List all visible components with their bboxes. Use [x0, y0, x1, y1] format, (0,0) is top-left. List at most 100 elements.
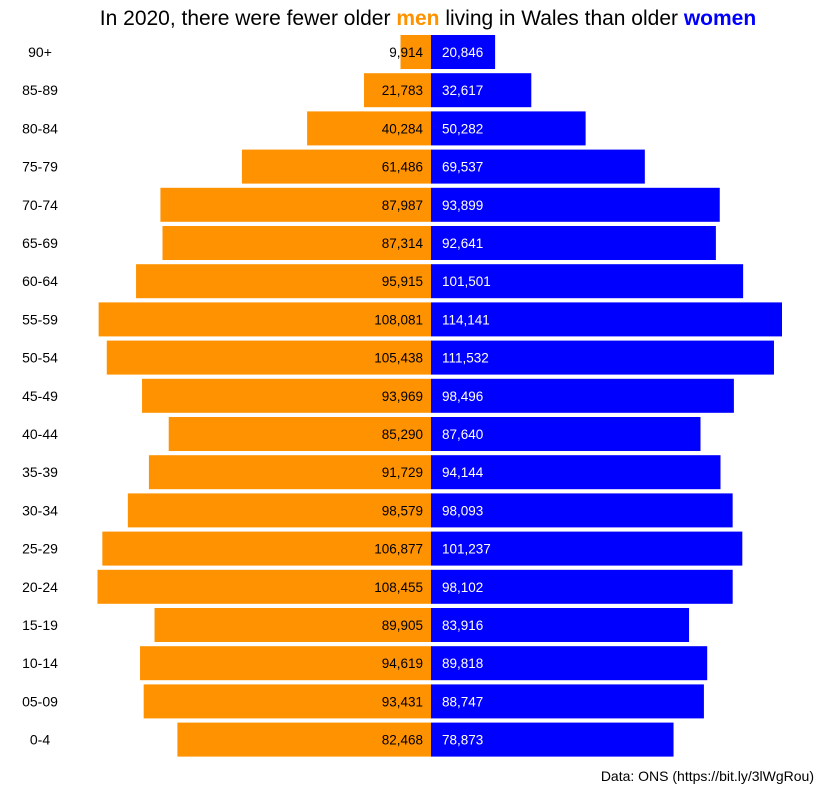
age-group-label: 65-69 [22, 235, 58, 251]
women-bar [431, 531, 743, 566]
men-value-label: 9,914 [389, 45, 423, 60]
age-group-label: 45-49 [22, 388, 58, 404]
women-value-label: 69,537 [442, 160, 483, 175]
men-value-label: 89,905 [382, 618, 423, 633]
women-value-label: 78,873 [442, 733, 483, 748]
men-bar [142, 378, 431, 413]
women-value-label: 114,141 [442, 312, 490, 327]
men-bar [168, 417, 431, 451]
women-bar [431, 149, 645, 184]
age-group-label: 90+ [28, 44, 52, 60]
chart-title-men-word: men [396, 7, 439, 30]
men-bar [162, 226, 431, 260]
women-value-label: 98,102 [442, 580, 483, 595]
men-value-label: 93,431 [382, 694, 423, 709]
women-bar [431, 378, 734, 413]
age-group-label: 20-24 [22, 579, 58, 595]
men-bar [154, 608, 432, 642]
chart-caption: Data: ONS (https://bit.ly/3lWgRou) [601, 768, 814, 784]
age-group-label: 05-09 [22, 693, 58, 709]
women-bar [431, 302, 782, 337]
men-value-label: 82,468 [382, 733, 423, 748]
men-bar [143, 684, 432, 719]
women-value-label: 89,818 [442, 656, 483, 671]
age-group-label: 30-34 [22, 502, 58, 518]
men-bar [364, 73, 431, 108]
age-group-label: 35-39 [22, 464, 58, 480]
women-value-label: 101,501 [442, 274, 491, 289]
women-value-label: 50,282 [442, 121, 483, 136]
women-bar [431, 226, 716, 260]
women-bar [431, 569, 733, 604]
women-value-label: 94,144 [442, 465, 484, 480]
women-bar [431, 455, 721, 490]
men-value-label: 91,729 [382, 465, 423, 480]
women-bar [431, 646, 708, 681]
age-group-label: 55-59 [22, 311, 58, 327]
men-value-label: 95,915 [382, 274, 423, 289]
men-bar [160, 187, 431, 222]
age-group-label: 10-14 [22, 655, 58, 671]
age-group-label: 80-84 [22, 120, 58, 136]
men-bar [241, 149, 431, 184]
women-value-label: 98,093 [442, 503, 483, 518]
age-group-label: 15-19 [22, 617, 58, 633]
men-bar [106, 340, 432, 375]
men-bar [97, 569, 432, 604]
men-value-label: 21,783 [382, 83, 423, 98]
men-value-label: 108,455 [374, 580, 423, 595]
age-group-label: 85-89 [22, 82, 58, 98]
women-bar [431, 187, 720, 222]
women-value-label: 32,617 [442, 83, 483, 98]
men-value-label: 98,579 [382, 503, 423, 518]
women-bar [431, 417, 701, 451]
men-value-label: 106,877 [374, 542, 423, 557]
bars-group: 90+ 9,914 20,846 85-89 21,783 32,617 80-84 40,2… [22, 35, 782, 757]
women-value-label: 101,237 [442, 542, 491, 557]
age-group-label: 25-29 [22, 541, 58, 557]
women-bar [431, 608, 690, 642]
women-bar [431, 35, 496, 69]
men-bar [127, 493, 431, 528]
age-group-label: 60-64 [22, 273, 58, 289]
men-bar [400, 35, 431, 69]
men-value-label: 87,314 [382, 236, 424, 251]
age-group-label: 50-54 [22, 350, 58, 366]
women-value-label: 88,747 [442, 694, 483, 709]
women-value-label: 83,916 [442, 618, 483, 633]
women-value-label: 111,532 [442, 351, 489, 366]
men-bar [102, 531, 432, 566]
age-group-label: 75-79 [22, 159, 58, 175]
women-value-label: 93,899 [442, 198, 483, 213]
women-bar [431, 264, 744, 299]
men-value-label: 85,290 [382, 427, 423, 442]
men-value-label: 93,969 [382, 389, 423, 404]
men-value-label: 105,438 [374, 351, 423, 366]
men-bar [148, 455, 432, 490]
men-bar [177, 722, 431, 757]
age-group-label: 0-4 [30, 732, 50, 748]
men-value-label: 108,081 [374, 312, 423, 327]
men-bar [307, 111, 431, 146]
women-value-label: 20,846 [442, 45, 483, 60]
men-bar [140, 646, 431, 681]
women-bar [431, 111, 586, 146]
men-value-label: 87,987 [382, 198, 423, 213]
men-value-label: 94,619 [382, 656, 423, 671]
men-bar [136, 264, 431, 299]
men-value-label: 61,486 [382, 160, 423, 175]
men-value-label: 40,284 [382, 121, 424, 136]
chart-title-women-word: women [683, 7, 756, 30]
women-bar [431, 340, 774, 375]
chart-title-part1: In 2020, there were fewer older [100, 7, 397, 30]
women-value-label: 98,496 [442, 389, 483, 404]
age-group-label: 40-44 [22, 426, 58, 442]
age-group-label: 70-74 [22, 197, 58, 213]
women-bar [431, 722, 674, 757]
chart-title: In 2020, there were fewer older men livi… [100, 7, 756, 30]
women-value-label: 87,640 [442, 427, 483, 442]
women-bar [431, 684, 704, 719]
women-bar [431, 73, 532, 108]
